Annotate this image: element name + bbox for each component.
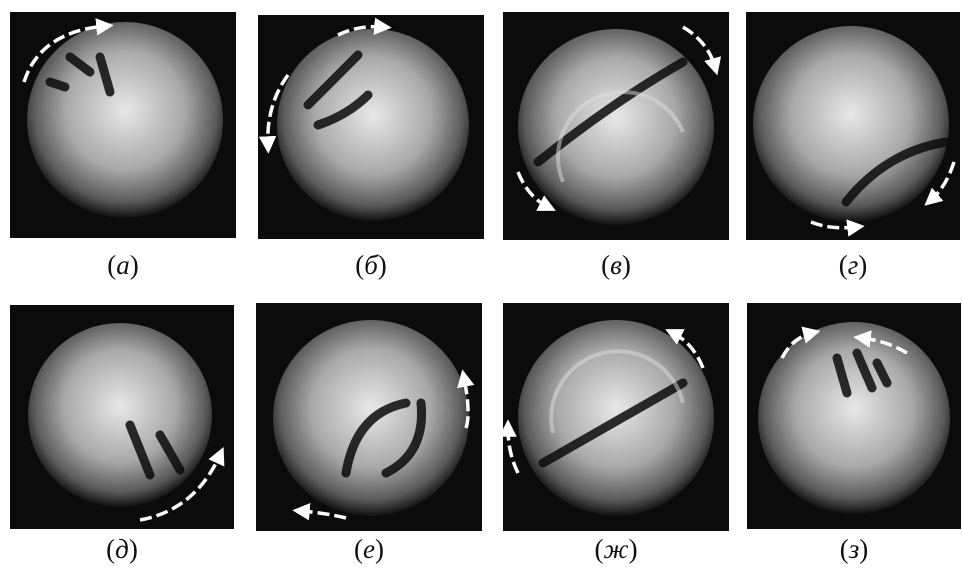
- panel-image: [10, 12, 236, 238]
- panel-image: [503, 12, 729, 240]
- panel-label: (а): [107, 250, 139, 280]
- figure: (а) (б) (в) (г) (д) (е) (ж) (з): [0, 0, 962, 572]
- panel-image: [258, 15, 484, 239]
- panel-label: (з): [840, 534, 869, 564]
- panel-image: [503, 303, 729, 531]
- panel-label: (е): [354, 534, 384, 564]
- panel-label: (б): [355, 250, 387, 280]
- panel-label: (д): [106, 534, 138, 564]
- panel-label: (ж): [594, 534, 637, 564]
- panel-image: [256, 303, 482, 531]
- panel-image: [746, 12, 960, 240]
- panel-image: [747, 303, 961, 529]
- panel-label: (г): [839, 250, 868, 280]
- panel-label: (в): [601, 250, 631, 280]
- panel-image: [10, 305, 234, 529]
